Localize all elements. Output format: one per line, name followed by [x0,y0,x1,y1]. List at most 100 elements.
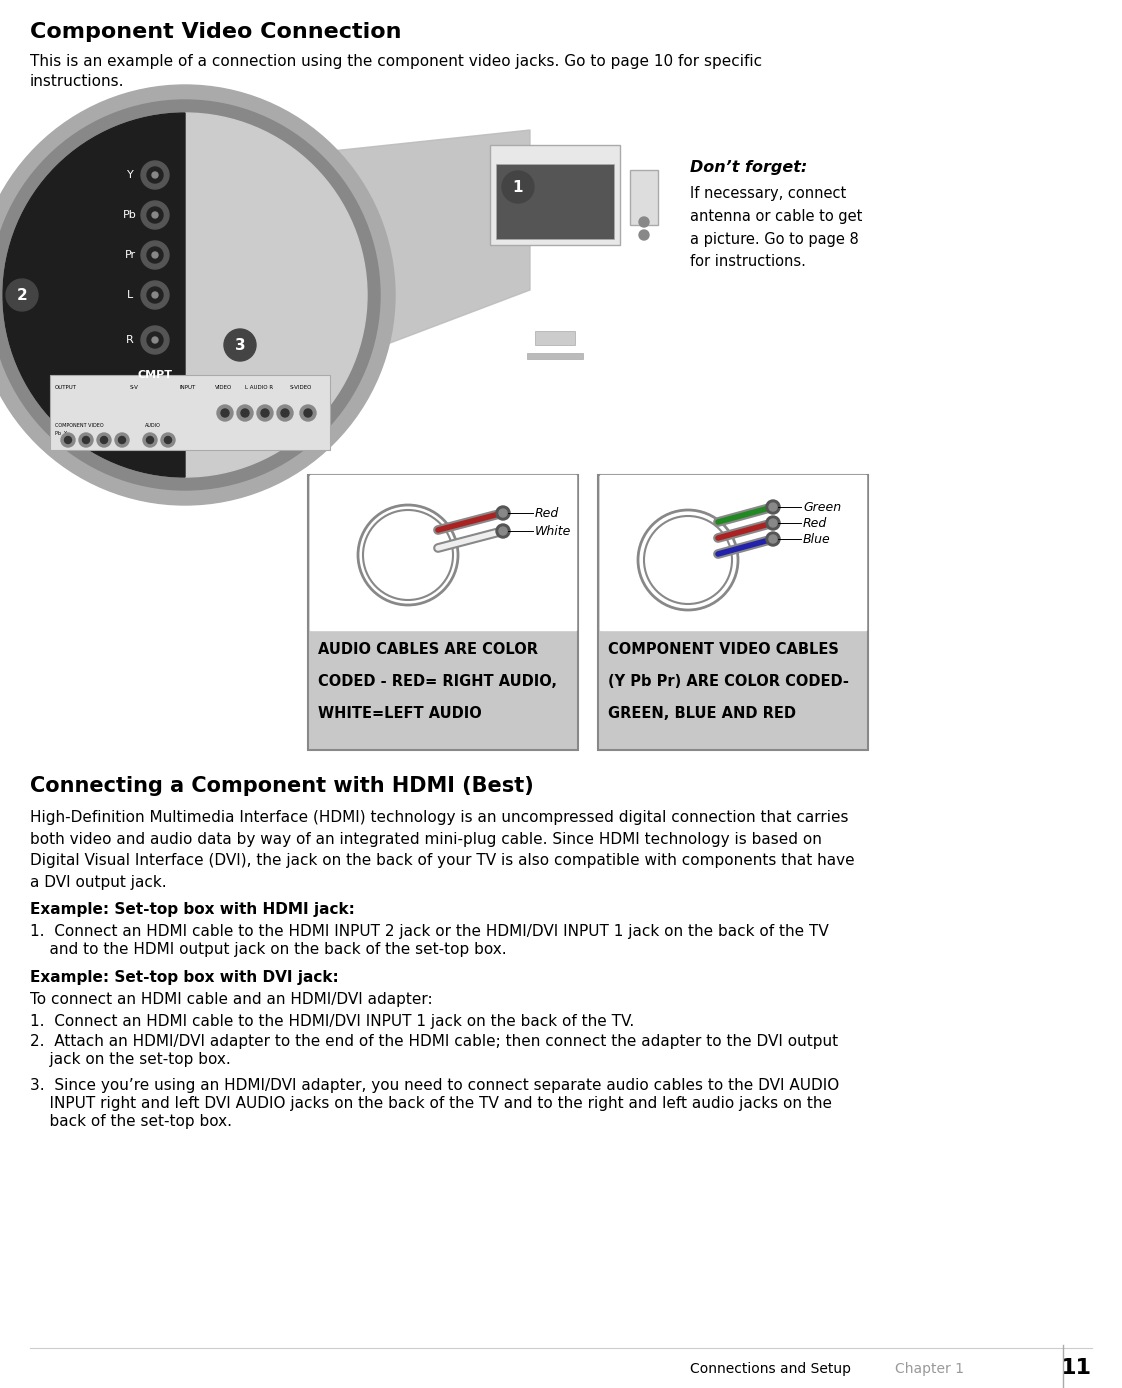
Circle shape [769,534,778,543]
Text: INPUT: INPUT [180,384,196,390]
Bar [50,375,330,450]
Circle shape [165,436,172,444]
Bar [309,475,578,750]
Circle shape [502,171,534,203]
Circle shape [141,326,169,354]
Text: High-Definition Multimedia Interface (HDMI) technology is an uncompressed digita: High-Definition Multimedia Interface (HD… [30,811,855,890]
Polygon shape [200,130,530,415]
Bar [310,475,576,630]
Circle shape [147,247,163,262]
Text: Red: Red [803,516,827,529]
Circle shape [640,230,649,240]
Circle shape [0,85,395,505]
Circle shape [496,507,511,520]
Circle shape [766,516,780,530]
Text: COMPONENT VIDEO: COMPONENT VIDEO [55,422,103,428]
Text: Y: Y [127,169,134,180]
Circle shape [241,409,249,416]
Text: VIDEO: VIDEO [215,384,232,390]
Circle shape [141,242,169,269]
Circle shape [147,332,163,348]
Text: AUDIO CABLES ARE COLOR: AUDIO CABLES ARE COLOR [318,643,539,657]
Text: Component Video Connection: Component Video Connection [30,22,402,42]
Circle shape [769,519,778,527]
Wedge shape [3,112,185,477]
Circle shape [141,161,169,189]
Text: CMPT: CMPT [138,371,173,380]
Circle shape [221,409,229,416]
Circle shape [147,207,163,223]
Text: OUTPUT: OUTPUT [55,384,77,390]
Circle shape [277,405,293,421]
Circle shape [300,405,316,421]
Text: and to the HDMI output jack on the back of the set-top box.: and to the HDMI output jack on the back … [30,942,507,956]
Bar [598,475,868,750]
Circle shape [280,409,289,416]
Circle shape [261,409,269,416]
Text: This is an example of a connection using the component video jacks. Go to page 1: This is an example of a connection using… [30,54,762,69]
Text: 3.  Since you’re using an HDMI/DVI adapter, you need to connect separate audio c: 3. Since you’re using an HDMI/DVI adapte… [30,1078,839,1092]
Text: S-VIDEO: S-VIDEO [289,384,312,390]
Text: COMPONENT VIDEO CABLES: COMPONENT VIDEO CABLES [608,643,839,657]
Text: 2: 2 [17,287,27,303]
Text: L: L [127,290,134,300]
Circle shape [151,337,158,343]
Bar [600,475,866,630]
Circle shape [96,433,111,447]
Text: Don’t forget:: Don’t forget: [690,160,807,175]
Circle shape [147,167,163,183]
Circle shape [114,433,129,447]
Circle shape [224,329,256,361]
Text: If necessary, connect
antenna or cable to get
a picture. Go to page 8
for instru: If necessary, connect antenna or cable t… [690,186,863,269]
Circle shape [766,532,780,545]
Circle shape [83,436,90,444]
Text: Pr: Pr [125,250,136,260]
Circle shape [147,436,154,444]
Text: Connecting a Component with HDMI (Best): Connecting a Component with HDMI (Best) [30,776,534,795]
Text: L AUDIO R: L AUDIO R [245,384,273,390]
Text: Chapter 1: Chapter 1 [895,1362,964,1376]
Circle shape [6,279,38,311]
Circle shape [499,527,507,534]
Circle shape [217,405,233,421]
Text: CODED - RED= RIGHT AUDIO,: CODED - RED= RIGHT AUDIO, [318,675,557,688]
Text: instructions.: instructions. [30,74,125,89]
Circle shape [141,201,169,229]
Circle shape [151,172,158,178]
Circle shape [766,500,780,514]
Circle shape [147,287,163,303]
Circle shape [496,525,511,539]
Text: To connect an HDMI cable and an HDMI/DVI adapter:: To connect an HDMI cable and an HDMI/DVI… [30,992,433,1008]
Text: Pb  Y: Pb Y [55,430,67,436]
Text: 2.  Attach an HDMI/DVI adapter to the end of the HDMI cable; then connect the ad: 2. Attach an HDMI/DVI adapter to the end… [30,1034,838,1049]
Circle shape [237,405,252,421]
Circle shape [769,502,778,511]
Circle shape [119,436,126,444]
Circle shape [151,291,158,298]
Bar [490,144,620,246]
Circle shape [160,433,175,447]
Text: S-V: S-V [130,384,139,390]
Text: AUDIO: AUDIO [145,422,160,428]
Bar [527,353,583,359]
Text: 11: 11 [1061,1357,1092,1378]
Text: WHITE=LEFT AUDIO: WHITE=LEFT AUDIO [318,706,481,720]
Text: GREEN, BLUE AND RED: GREEN, BLUE AND RED [608,706,795,720]
Text: Green: Green [803,501,842,514]
Text: 1.  Connect an HDMI cable to the HDMI/DVI INPUT 1 jack on the back of the TV.: 1. Connect an HDMI cable to the HDMI/DVI… [30,1015,634,1029]
Circle shape [3,112,367,477]
Circle shape [640,217,649,228]
Text: 3: 3 [234,337,246,353]
Bar [629,169,657,225]
Circle shape [304,409,312,416]
Text: 1: 1 [513,179,523,194]
Text: R: R [126,335,134,346]
Text: jack on the set-top box.: jack on the set-top box. [30,1052,231,1067]
Circle shape [142,433,157,447]
Text: Example: Set-top box with HDMI jack:: Example: Set-top box with HDMI jack: [30,902,355,917]
Text: White: White [535,525,571,537]
Text: (Y Pb Pr) ARE COLOR CODED-: (Y Pb Pr) ARE COLOR CODED- [608,675,849,688]
Bar [535,330,574,346]
Bar [496,164,614,239]
Circle shape [79,433,93,447]
